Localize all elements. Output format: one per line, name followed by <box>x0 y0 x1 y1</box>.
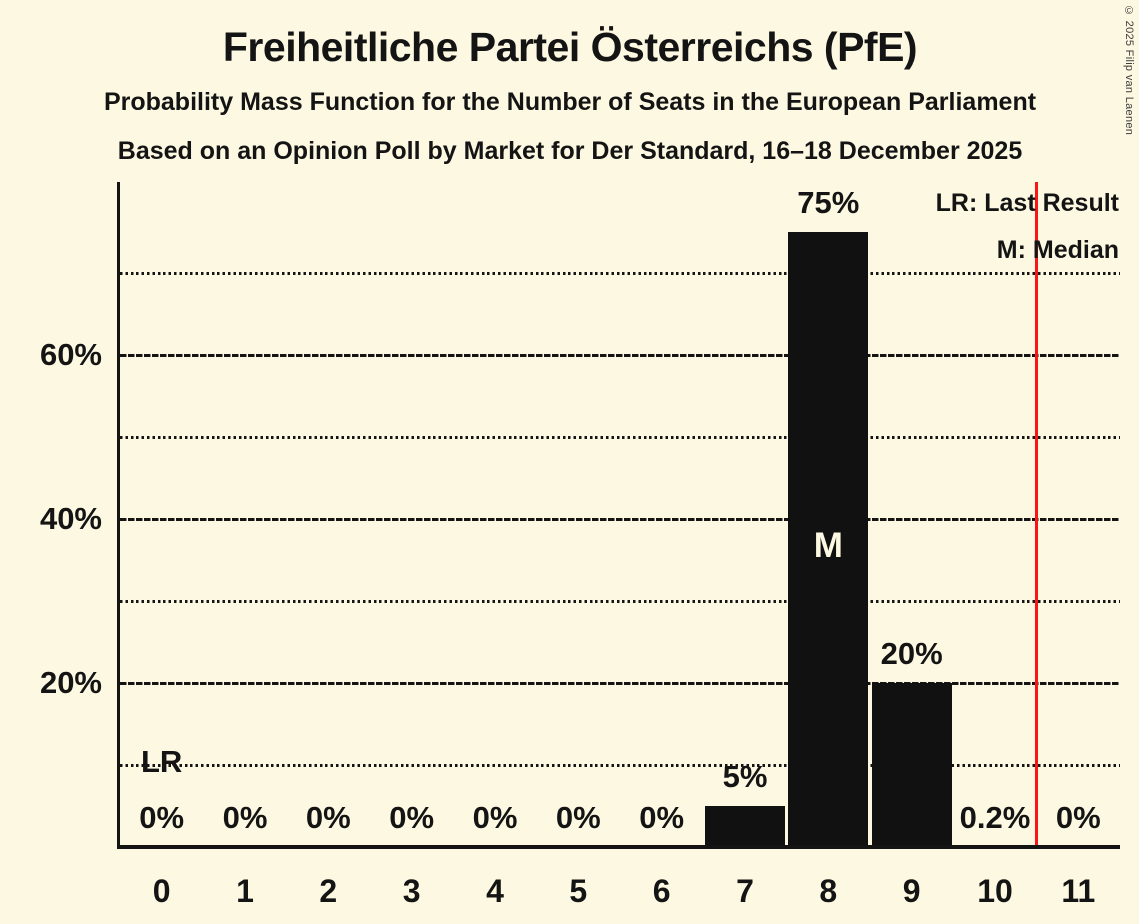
bar-value-label-10: 0.2% <box>959 800 1031 835</box>
x-tick-label-2: 2 <box>319 873 338 909</box>
gridline-dotted-70 <box>120 272 1120 275</box>
x-tick-label-4: 4 <box>486 873 504 909</box>
subtitle-pmf: Probability Mass Function for the Number… <box>103 88 1037 116</box>
x-tick-label-9: 9 <box>902 873 921 909</box>
bar-seat-7 <box>704 806 786 847</box>
legend-median: M: Median <box>996 236 1119 264</box>
x-tick-label-6: 6 <box>652 873 671 909</box>
gridline-solid-60 <box>120 354 1120 357</box>
bar-value-label-6: 0% <box>639 800 685 835</box>
x-tick-label-8: 8 <box>819 873 838 909</box>
bar-value-label-4: 0% <box>472 800 518 835</box>
x-tick-label-11: 11 <box>1061 873 1096 909</box>
x-tick-label-10: 10 <box>977 873 1013 909</box>
bar-value-label-11: 0% <box>1055 800 1101 835</box>
last-result-marker: LR <box>141 744 183 779</box>
y-tick-label-60: 60% <box>39 337 102 372</box>
gridline-solid-20 <box>120 682 1120 685</box>
bar-value-label-1: 0% <box>222 800 268 835</box>
y-axis-line <box>117 182 120 849</box>
x-axis-line <box>117 845 1120 849</box>
x-tick-label-0: 0 <box>152 873 171 909</box>
bar-value-label-9: 20% <box>880 636 943 671</box>
subtitle-poll-source: Based on an Opinion Poll by Market for D… <box>117 137 1023 165</box>
median-marker: M <box>813 526 843 565</box>
x-tick-label-3: 3 <box>402 873 421 909</box>
bar-value-label-3: 0% <box>389 800 435 835</box>
bar-value-label-8: 75% <box>797 185 860 220</box>
gridline-dotted-30 <box>120 600 1120 603</box>
y-tick-label-40: 40% <box>39 501 102 536</box>
x-tick-label-1: 1 <box>236 873 254 909</box>
y-tick-label-20: 20% <box>39 665 102 700</box>
bar-value-label-7: 5% <box>722 759 768 794</box>
bar-seat-9 <box>871 683 952 847</box>
bar-seat-8 <box>788 232 869 847</box>
x-tick-label-5: 5 <box>569 873 588 909</box>
last-result-line <box>1034 182 1039 845</box>
bar-value-label-0: 0% <box>139 800 185 835</box>
legend-last-result: LR: Last Result <box>935 189 1119 217</box>
gridline-solid-40 <box>120 518 1120 521</box>
bar-value-label-5: 0% <box>555 800 601 835</box>
page-title: Freiheitliche Partei Österreichs (PfE) <box>222 24 918 70</box>
gridline-dotted-10 <box>120 764 1120 767</box>
copyright-notice: © 2025 Filip van Laenen <box>1123 5 1135 136</box>
gridline-dotted-50 <box>120 436 1120 439</box>
chart-legend: LR: Last Result M: Median <box>936 184 1119 269</box>
x-tick-label-7: 7 <box>736 873 754 909</box>
bar-value-label-2: 0% <box>305 800 351 835</box>
